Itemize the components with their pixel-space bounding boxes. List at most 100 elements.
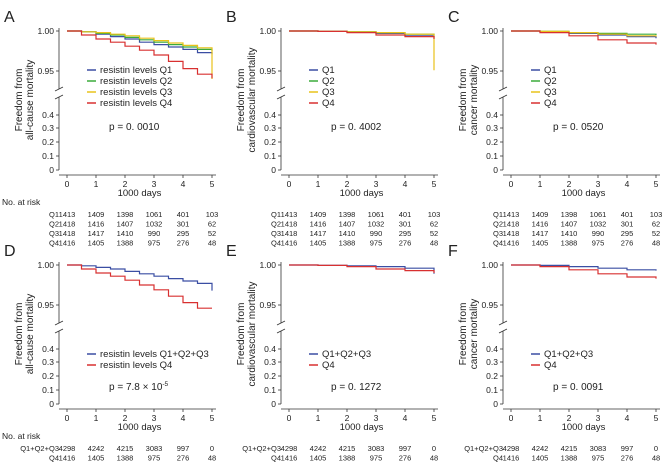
y-tick-label: 0.2 [264, 137, 276, 147]
y-axis-label-line: all-cause mortality [25, 294, 36, 375]
y-axis-label-line: Freedom from [14, 69, 25, 132]
y-tick-label: 0.1 [42, 385, 54, 395]
risk-cell: 3083 [146, 444, 163, 453]
x-tick-label: 5 [432, 179, 437, 189]
risk-row-label: Q2 [49, 220, 59, 229]
risk-cell: 1398 [117, 210, 134, 219]
x-axis-title: 1000 days [118, 188, 162, 199]
legend-label: resistin levels Q4 [100, 360, 172, 371]
y-axis-label-line: cardiovascular mortality [247, 47, 258, 152]
risk-cell: 1061 [368, 210, 385, 219]
risk-cell: 1413 [281, 210, 298, 219]
axis-break-mark [54, 328, 64, 334]
y-tick-label: 1.00 [37, 260, 54, 270]
p-value: p = 7.8 × 10-5 [109, 381, 169, 393]
risk-cell: 1416 [532, 220, 549, 229]
y-tick-label: 0.3 [264, 123, 276, 133]
risk-row-label: Q4 [493, 239, 503, 248]
risk-cell: 997 [399, 444, 412, 453]
risk-cell: 1405 [310, 239, 327, 248]
x-tick-label: 3 [596, 179, 601, 189]
risk-row-label: Q1 [271, 210, 281, 219]
y-tick-label: 0.3 [42, 123, 54, 133]
series-line-3 [67, 30, 213, 79]
risk-cell: 975 [148, 454, 161, 463]
risk-cell: 1409 [88, 210, 105, 219]
risk-row-label: Q4 [493, 454, 503, 463]
risk-cell: 401 [399, 210, 412, 219]
y-tick-label: 0.4 [264, 344, 276, 354]
x-tick-label: 0 [287, 179, 292, 189]
risk-cell: 1388 [561, 454, 578, 463]
legend-label: resistin levels Q3 [100, 87, 172, 98]
panel-label: E [226, 243, 237, 260]
series-line-0 [67, 264, 213, 291]
x-tick-label: 1 [538, 413, 543, 423]
risk-row-label: Q3 [49, 229, 59, 238]
risk-cell: 276 [621, 239, 634, 248]
x-tick-label: 4 [625, 413, 630, 423]
risk-cell: 997 [177, 444, 190, 453]
risk-cell: 1413 [503, 210, 520, 219]
risk-cell: 276 [399, 239, 412, 248]
x-tick-label: 5 [210, 179, 215, 189]
risk-cell: 4298 [281, 444, 298, 453]
risk-cell: 4215 [117, 444, 134, 453]
risk-cell: 301 [177, 220, 190, 229]
legend-label: Q4 [322, 98, 335, 109]
legend-label: Q3 [322, 87, 335, 98]
legend-label: resistin levels Q2 [100, 76, 172, 87]
risk-cell: 1032 [590, 220, 607, 229]
series-line-2 [67, 30, 213, 79]
y-axis-label-line: cardiovascular mortality [247, 281, 258, 386]
x-tick-label: 4 [625, 179, 630, 189]
risk-cell: 1398 [339, 210, 356, 219]
risk-cell: 276 [399, 454, 412, 463]
risk-cell: 1416 [503, 239, 520, 248]
y-tick-label: 0.1 [264, 151, 276, 161]
y-tick-label: 0 [493, 399, 498, 409]
risk-row-label: Q1 [49, 210, 59, 219]
risk-cell: 1418 [59, 220, 76, 229]
risk-row-label: Q1 [493, 210, 503, 219]
axis-break-mark [498, 320, 508, 326]
risk-cell: 975 [148, 239, 161, 248]
y-tick-label: 0.2 [486, 137, 498, 147]
x-tick-label: 2 [123, 179, 128, 189]
y-tick-label: 0 [271, 399, 276, 409]
risk-cell: 103 [428, 210, 441, 219]
y-tick-label: 0 [49, 165, 54, 175]
y-axis-label: Freedom from cardiovascular mortality [236, 281, 258, 386]
x-tick-label: 5 [432, 413, 437, 423]
risk-cell: 301 [399, 220, 412, 229]
y-tick-label: 0 [493, 165, 498, 175]
risk-table-title: No. at risk [2, 197, 41, 207]
y-tick-label: 0.95 [259, 66, 276, 76]
y-tick-label: 0.95 [37, 300, 54, 310]
axis-break-mark [498, 94, 508, 100]
y-tick-label: 0 [49, 399, 54, 409]
risk-cell: 1418 [281, 220, 298, 229]
risk-cell: 1405 [310, 454, 327, 463]
axis-break-mark [276, 94, 286, 100]
risk-cell: 1410 [339, 229, 356, 238]
x-tick-label: 0 [509, 413, 514, 423]
x-tick-label: 1 [94, 179, 99, 189]
x-tick-label: 2 [567, 413, 572, 423]
y-tick-label: 0.4 [486, 110, 498, 120]
risk-cell: 62 [430, 220, 438, 229]
legend-label: Q1+Q2+Q3 [544, 349, 593, 360]
y-axis-label: Freedom from cardiovascular mortality [236, 47, 258, 152]
y-tick-label: 0.95 [259, 300, 276, 310]
y-tick-label: 0.3 [486, 123, 498, 133]
panel-c: C Freedom from cancer mortality 1.00 0.95 0.4… [448, 9, 662, 248]
risk-cell: 4242 [310, 444, 327, 453]
risk-cell: 4215 [339, 444, 356, 453]
risk-row-label: Q2 [493, 220, 503, 229]
x-tick-label: 0 [509, 179, 514, 189]
y-tick-label: 0.2 [264, 371, 276, 381]
risk-cell: 1418 [59, 229, 76, 238]
y-axis-label-line: Freedom from [458, 303, 469, 366]
p-value: p = 0. 0520 [553, 122, 604, 133]
